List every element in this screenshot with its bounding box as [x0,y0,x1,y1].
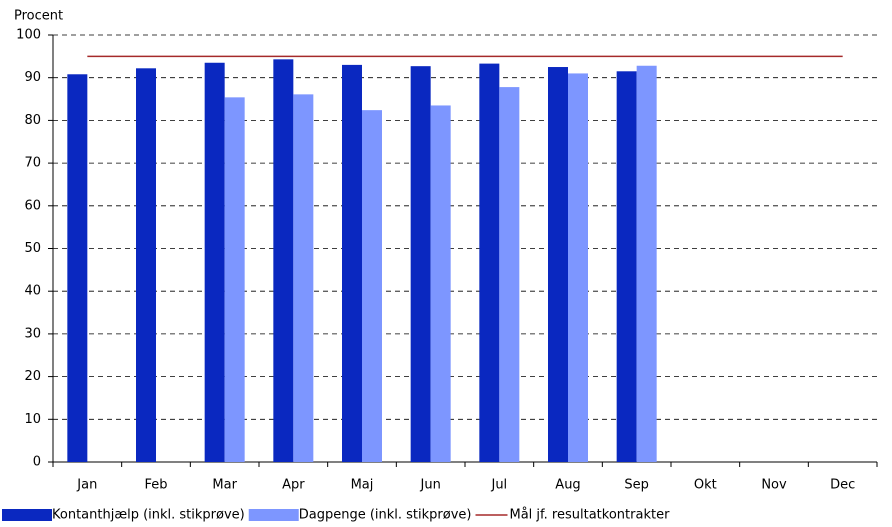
bar [273,59,294,463]
bar [479,63,500,462]
x-tick-label: Maj [351,478,374,493]
x-tick-label: Sep [624,478,649,493]
x-tick-label: Nov [761,478,787,493]
x-tick-label: Jun [420,478,441,493]
bar [342,64,362,462]
bar [616,71,637,463]
y-tick-label: 60 [24,198,41,213]
x-tick-label: Okt [694,478,717,493]
y-tick-label: 80 [24,113,41,128]
y-tick-label: 70 [24,156,41,171]
legend-swatch [2,509,52,521]
bar [67,74,88,462]
x-tick-label: Jan [76,478,97,493]
y-tick-label: 30 [24,326,41,341]
legend-label: Mål jf. resultatkontrakter [510,508,671,523]
bar [224,97,245,462]
bar [293,94,314,462]
bar [499,87,520,463]
bar [362,110,382,462]
x-tick-label: Apr [282,478,305,493]
y-tick-label: 40 [24,284,41,299]
y-tick-label: 90 [24,70,41,85]
x-tick-label: Dec [830,478,855,493]
bar [430,105,451,462]
x-tick-label: Aug [555,478,580,493]
bar [204,62,225,462]
y-tick-label: 10 [24,412,41,427]
y-axis-label: Procent [14,9,63,24]
bar [136,68,156,462]
y-tick-label: 20 [24,369,41,384]
x-tick-label: Mar [212,478,237,493]
x-tick-label: Jul [490,478,507,493]
x-tick-label: Feb [144,478,167,493]
legend-swatch [248,509,299,521]
bar [636,65,657,462]
bar [548,67,568,463]
legend-label: Kontanthjælp (inkl. stikprøve) [52,508,245,523]
y-tick-label: 0 [33,455,41,470]
y-tick-label: 100 [16,28,41,43]
y-tick-label: 50 [24,241,41,256]
bar [568,73,588,463]
legend-label: Dagpenge (inkl. stikprøve) [299,508,472,523]
bar [410,66,431,463]
